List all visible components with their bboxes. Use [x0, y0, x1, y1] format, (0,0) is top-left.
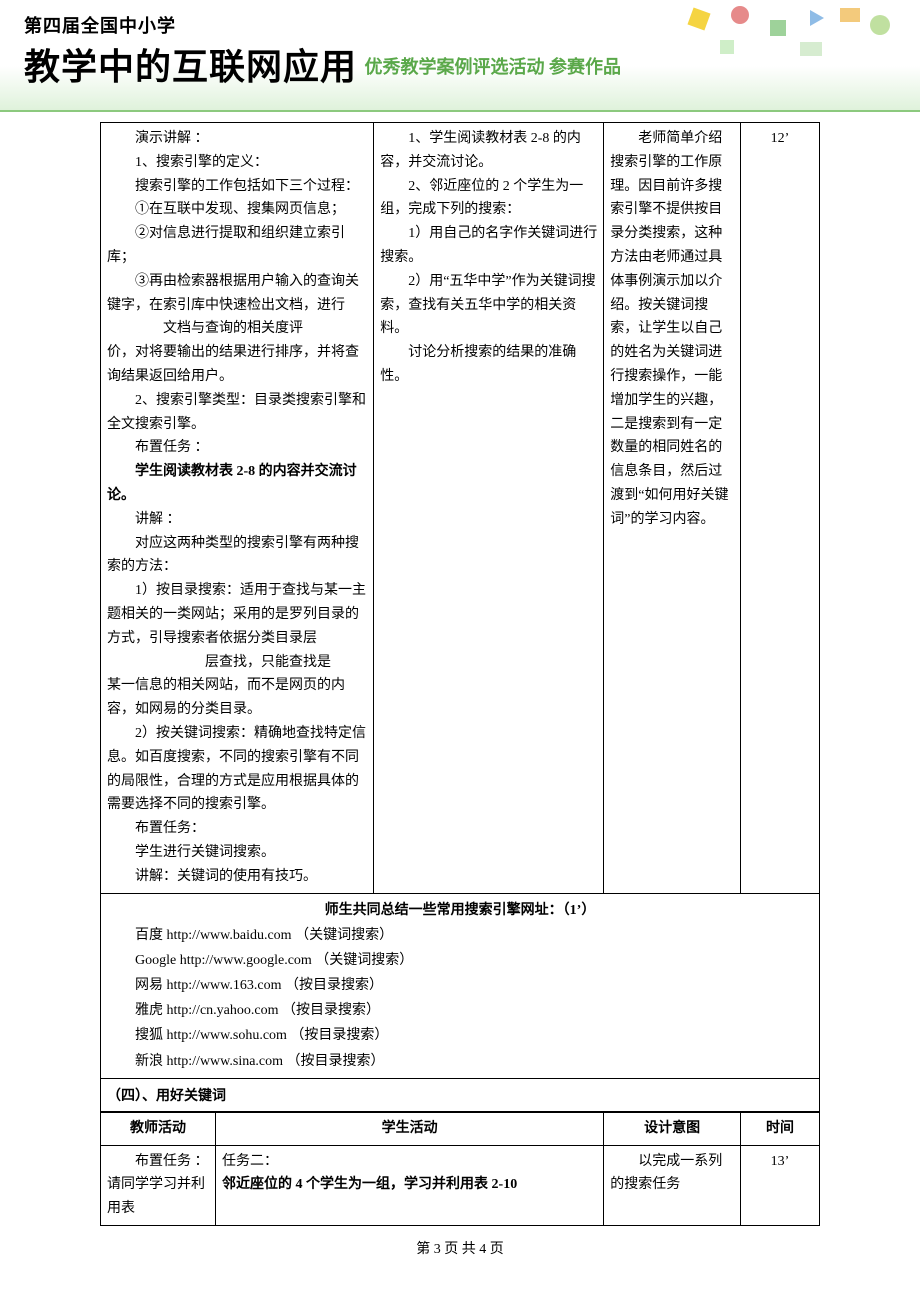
teacher-activity-cell: 演示讲解 ： 1、搜索引擎的定义： 搜索引擎的工作包括如下三个过程： ①在互联中… — [101, 123, 374, 894]
banner-subtitle: 优秀教学案例评选活动 参赛作品 — [365, 53, 622, 79]
page-footer: 第 3 页 共 4 页 — [100, 1238, 820, 1258]
s4-student-cell: 任务二：邻近座位的 4 个学生为一组，学习并利用表 2-10 — [216, 1145, 604, 1225]
summary-title: 师生共同总结一些常用搜索引擎网址：（1’） — [107, 898, 813, 923]
section-4-heading: （四）、用好关键词 — [100, 1079, 820, 1112]
header-intent: 设计意图 — [604, 1112, 741, 1145]
header-teacher: 教师活动 — [101, 1112, 216, 1145]
content-area: 演示讲解 ： 1、搜索引擎的定义： 搜索引擎的工作包括如下三个过程： ①在互联中… — [0, 112, 920, 1258]
summary-url-line: 搜狐 http://www.sohu.com （按目录搜索） — [107, 1023, 813, 1048]
header-student: 学生活动 — [216, 1112, 604, 1145]
summary-list: 百度 http://www.baidu.com （关键词搜索）Google ht… — [107, 923, 813, 1074]
summary-url-line: 网易 http://www.163.com （按目录搜索） — [107, 973, 813, 998]
time-cell: 12’ — [740, 123, 819, 894]
student-activity-cell: 1、学生阅读教材表 2-8 的内容，并交流讨论。 2、邻近座位的 2 个学生为一… — [374, 123, 604, 894]
search-engine-summary: 师生共同总结一些常用搜索引擎网址：（1’） 百度 http://www.baid… — [100, 894, 820, 1079]
s4-teacher-cell: 布置任务 ：请同学学习并利用表 — [101, 1145, 216, 1225]
document-page: 第四届全国中小学 教学中的互联网应用 优秀教学案例评选活动 参赛作品 演示 — [0, 0, 920, 1302]
summary-url-line: Google http://www.google.com （关键词搜索） — [107, 948, 813, 973]
design-intent-cell: 老师简单介绍搜索引擎的工作原理。因目前许多搜索引擎不提供按目录分类搜索，这种方法… — [604, 123, 741, 894]
banner-decoration-icon — [680, 0, 920, 70]
lesson-table-part4: 教师活动 学生活动 设计意图 时间 布置任务 ：请同学学习并利用表 任务二：邻近… — [100, 1112, 820, 1226]
s4-time-cell: 13’ — [740, 1145, 819, 1225]
header-time: 时间 — [740, 1112, 819, 1145]
summary-url-line: 新浪 http://www.sina.com （按目录搜索） — [107, 1049, 813, 1074]
summary-url-line: 百度 http://www.baidu.com （关键词搜索） — [107, 923, 813, 948]
lesson-table-part3: 演示讲解 ： 1、搜索引擎的定义： 搜索引擎的工作包括如下三个过程： ①在互联中… — [100, 122, 820, 894]
summary-url-line: 雅虎 http://cn.yahoo.com （按目录搜索） — [107, 998, 813, 1023]
banner-title: 教学中的互联网应用 — [24, 38, 357, 90]
banner: 第四届全国中小学 教学中的互联网应用 优秀教学案例评选活动 参赛作品 — [0, 0, 920, 112]
s4-intent-cell: 以完成一系列的搜索任务 — [604, 1145, 741, 1225]
